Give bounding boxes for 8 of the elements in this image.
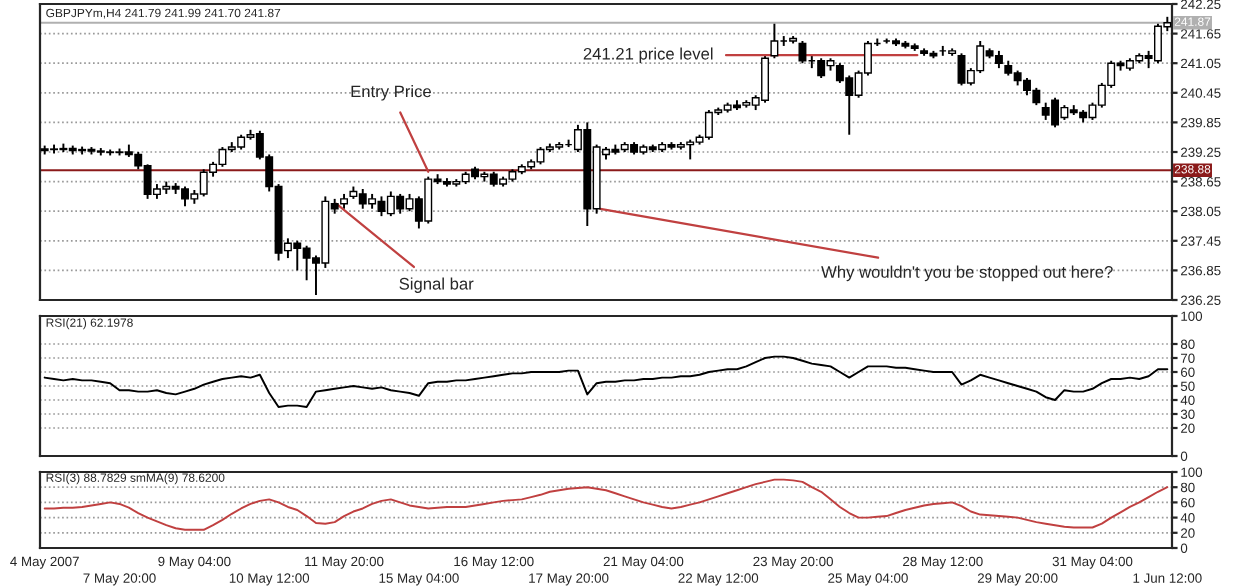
candlestick xyxy=(798,40,807,65)
annotation: Why wouldn't you be stopped out here? xyxy=(821,265,1113,282)
annotation: 241.21 price level xyxy=(583,47,713,63)
line-series xyxy=(43,355,1169,408)
annotation: Entry Price xyxy=(351,85,431,101)
candlestick xyxy=(817,57,826,79)
annotation: Signal bar xyxy=(399,277,474,293)
candlestick xyxy=(770,22,779,60)
